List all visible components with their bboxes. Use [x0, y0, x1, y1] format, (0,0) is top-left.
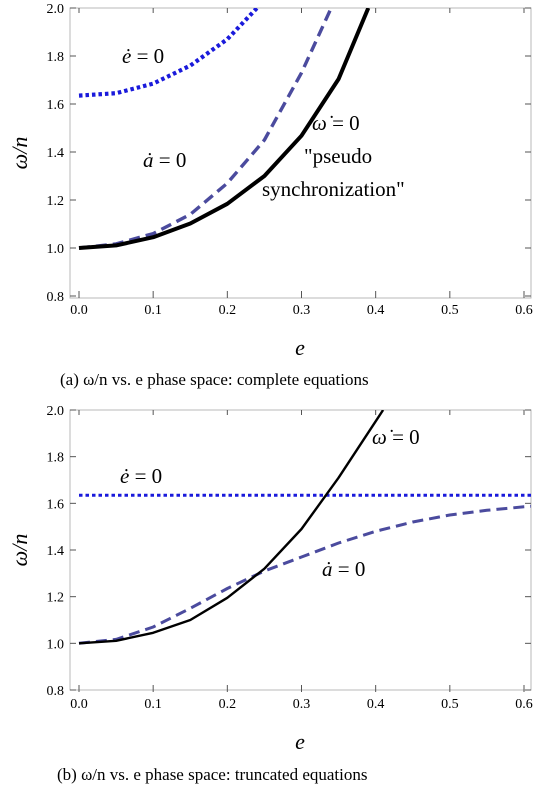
y-tick-label: 1.8: [47, 50, 65, 65]
series-lines: [78, 8, 371, 250]
x-tick-label: 0.6: [515, 697, 533, 712]
annotation-omega-dot: ω̇ = 0: [372, 425, 420, 449]
caption-a: (a) ω/n vs. e phase space: complete equa…: [60, 370, 369, 389]
annotation-e-dot: ė = 0: [120, 464, 162, 488]
series-line-solid: [78, 410, 385, 645]
series-line-solid: [78, 8, 371, 250]
axis-ticks: 0.0 0.1 0.2 0.3 0.4 0.5 0.6 0.8 1.0 1.2 1.4 1.6 1.8 2…: [47, 2, 533, 318]
x-tick-label: 0.1: [144, 697, 162, 712]
x-tick-label: 0.3: [293, 697, 311, 712]
panel-complete-equations: 0.0 0.1 0.2 0.3 0.4 0.5 0.6 0.8 1.0 1.2 1.4 1.6 1.8 2…: [7, 2, 533, 389]
x-tick-label: 0.3: [293, 303, 311, 318]
annotation-e-dot: ė = 0: [122, 44, 164, 68]
plot-frame: [69, 409, 532, 691]
series-line-dotted: [78, 8, 259, 98]
y-axis-label: ω/n: [7, 534, 32, 567]
annotation-a-dot: ȧ = 0: [143, 148, 186, 172]
y-tick-label: 1.4: [47, 146, 65, 161]
x-tick-label: 0.2: [219, 303, 237, 318]
series-line-dashed: [78, 8, 333, 250]
y-tick-label: 1.2: [47, 194, 65, 209]
y-tick-label: 1.0: [47, 637, 65, 652]
y-tick-label: 1.6: [47, 497, 65, 512]
x-tick-label: 0.5: [441, 697, 459, 712]
series-line-dashed: [78, 504, 531, 645]
series-lines: [78, 410, 531, 645]
x-tick-label: 0.5: [441, 303, 459, 318]
y-axis-label: ω/n: [7, 137, 32, 170]
x-tick-label: 0.0: [70, 303, 88, 318]
x-tick-label: 0.2: [219, 697, 237, 712]
panel-truncated-equations: 0.0 0.1 0.2 0.3 0.4 0.5 0.6 0.8 1.0 1.2 1.4 1.6 1.8 2…: [7, 404, 533, 784]
x-tick-label: 0.1: [144, 303, 162, 318]
y-tick-label: 1.8: [47, 451, 65, 466]
y-tick-label: 1.0: [47, 242, 65, 257]
y-tick-label: 0.8: [47, 290, 65, 305]
y-tick-label: 2.0: [47, 2, 65, 17]
annotation-synchronization: synchronization": [262, 177, 405, 201]
x-tick-label: 0.0: [70, 697, 88, 712]
plot-frame: [69, 7, 532, 299]
x-axis-label: e: [295, 335, 305, 360]
annotation-a-dot: ȧ = 0: [322, 557, 365, 581]
y-tick-label: 0.8: [47, 684, 65, 699]
y-tick-label: 1.2: [47, 591, 65, 606]
x-tick-label: 0.6: [515, 303, 533, 318]
x-axis-label: e: [295, 729, 305, 754]
annotation-omega-dot: ω̇ = 0: [312, 111, 360, 135]
y-tick-label: 2.0: [47, 404, 65, 419]
axis-ticks: 0.0 0.1 0.2 0.3 0.4 0.5 0.6 0.8 1.0 1.2 1.4 1.6 1.8 2…: [47, 404, 533, 712]
y-tick-label: 1.4: [47, 544, 65, 559]
caption-b: (b) ω/n vs. e phase space: truncated equ…: [57, 765, 367, 784]
x-tick-label: 0.4: [367, 303, 385, 318]
x-tick-label: 0.4: [367, 697, 385, 712]
y-tick-label: 1.6: [47, 98, 65, 113]
annotation-pseudo: "pseudo: [304, 144, 372, 168]
